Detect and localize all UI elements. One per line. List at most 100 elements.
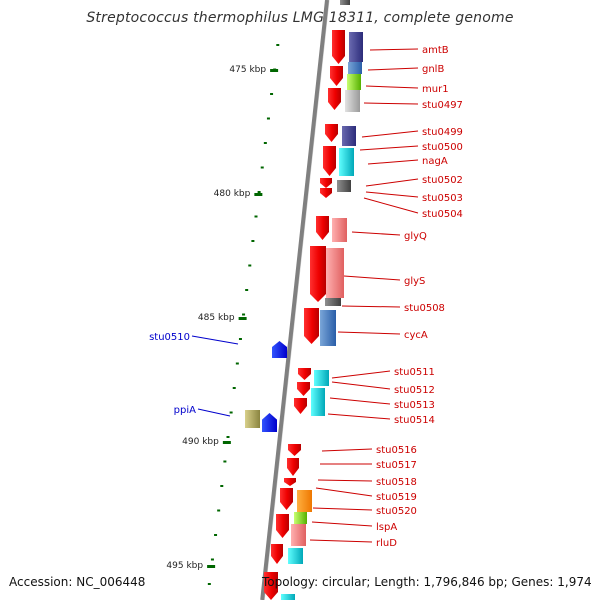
label-leader-line [363,102,419,105]
gene-label-amtB: amtB [422,45,449,56]
scale-dot [223,460,227,463]
gene-block [345,90,360,112]
label-leader-line [191,335,239,345]
cds-arrow [294,398,307,414]
gene-label-stu0500: stu0500 [422,142,463,153]
scale-dot [217,509,221,512]
label-leader-line [361,130,419,138]
label-leader-line [337,331,401,335]
cds-arrow [310,246,326,302]
gene-block [320,310,336,346]
kbp-tick-label: 490 kbp [182,437,219,447]
scale-dot [254,215,258,218]
gene-block [314,370,329,386]
gene-block [291,524,306,546]
genome-backbone [260,0,329,600]
kbp-tick-label: 495 kbp [166,561,203,571]
gene-label-stu0511: stu0511 [394,367,435,378]
cds-arrow [328,88,341,110]
accession-text: Accession: NC_006448 [9,575,146,589]
gene-label-stu0514: stu0514 [394,415,435,426]
label-leader-line [367,67,419,71]
label-leader-line [367,159,419,165]
cds-arrow [330,66,343,86]
left-strand-gene [262,413,277,432]
scale-dot [232,387,236,389]
gene-label-nagA: nagA [422,156,448,167]
scale-dot [238,338,242,340]
label-leader-line [365,191,419,198]
label-leader-line [343,275,401,281]
scale-dot [251,240,255,242]
gene-label-stu0516: stu0516 [376,445,417,456]
gene-label-stu0508: stu0508 [404,303,445,314]
label-leader-line [329,397,391,405]
scale-dot [210,558,214,561]
cds-arrow [298,368,311,380]
gene-block [337,180,351,192]
gene-label-rluD: rluD [376,538,397,549]
scale-dot [220,485,224,487]
kbp-tick-mark [270,69,279,72]
scale-dot [248,264,252,267]
gene-block [349,32,363,62]
gene-label-stu0519: stu0519 [376,492,417,503]
kbp-tick-label: 485 kbp [198,313,235,323]
scale-dot [229,411,233,414]
gene-label-gnlB: gnlB [422,64,444,75]
label-leader-line [351,231,401,236]
gene-block [294,512,307,524]
label-leader-line [315,487,373,497]
left-strand-gene [272,341,287,358]
label-leader-line [311,521,373,527]
cds-arrow [304,308,319,344]
label-leader-line [365,85,419,89]
cds-arrow [284,478,296,486]
label-leader-line [321,448,373,452]
gene-label-stu0513: stu0513 [394,400,435,411]
gene-label-stu0510: stu0510 [149,332,190,343]
scale-dot [242,313,246,316]
gene-label-mur1: mur1 [422,84,449,95]
map-title: Streptococcus thermophilus LMG 18311, co… [86,10,514,26]
label-leader-line [309,539,373,543]
cds-arrow [316,216,329,240]
kbp-tick-mark [254,193,263,196]
cds-arrow [320,188,332,198]
gene-block [326,248,344,298]
gene-label-stu0499: stu0499 [422,127,463,138]
cds-arrow [332,30,345,64]
cds-arrow [271,544,283,564]
label-leader-line [317,479,373,482]
kbp-tick-label: 480 kbp [214,189,251,199]
scale-dot [245,289,249,291]
scale-dot [235,362,239,365]
gene-block [281,594,295,600]
label-leader-line [369,48,419,51]
gene-label-ppiA: ppiA [174,405,196,416]
gene-label-stu0512: stu0512 [394,385,435,396]
label-leader-line [363,197,419,214]
label-leader-line [359,145,419,151]
cds-arrow [325,124,338,142]
cds-arrow [323,146,336,176]
scale-dot [257,191,261,193]
label-leader-line [327,413,391,420]
gene-block [340,0,350,5]
cds-arrow [280,488,293,510]
gene-block [347,74,361,90]
kbp-tick-mark [238,317,247,320]
gene-label-cycA: cycA [404,330,428,341]
gene-label-stu0520: stu0520 [376,506,417,517]
gene-block [339,148,354,176]
scale-dot [263,142,267,144]
cds-arrow [264,572,278,600]
gene-label-stu0518: stu0518 [376,477,417,488]
gene-label-glyQ: glyQ [404,231,427,242]
scale-dot [226,436,230,438]
gene-block [297,490,312,512]
label-leader-line [365,178,419,187]
gene-block [342,126,356,146]
gene-label-lspA: lspA [376,522,397,533]
scale-dot [260,166,264,169]
